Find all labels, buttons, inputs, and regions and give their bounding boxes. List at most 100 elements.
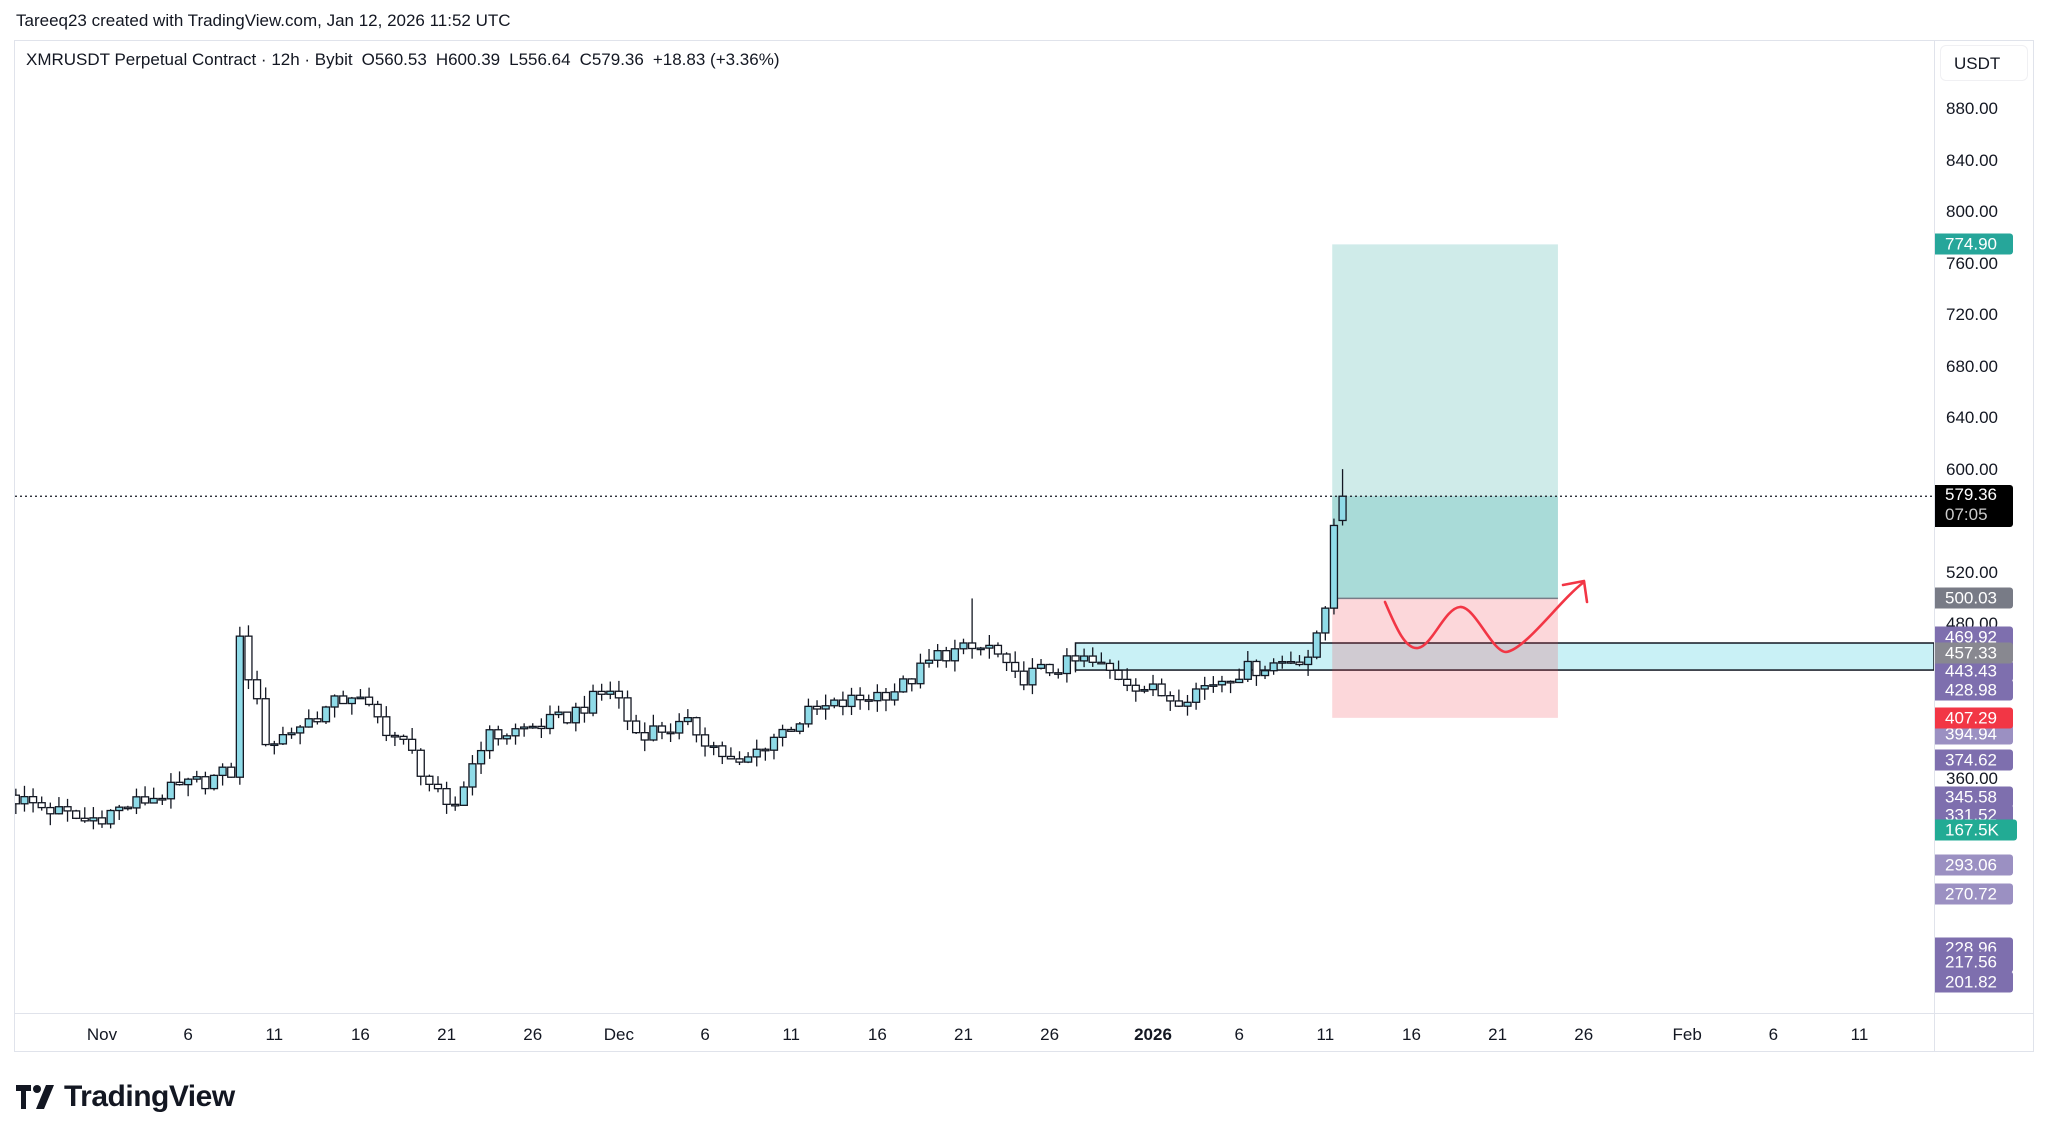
position-target-area	[1332, 244, 1558, 599]
candle-body	[821, 705, 830, 710]
price-tick: 800.00	[1946, 202, 1998, 222]
candle-body	[356, 696, 365, 700]
annotation-arrowhead-icon	[1561, 579, 1589, 604]
candle	[1071, 653, 1080, 673]
candle-body	[218, 766, 227, 777]
candle	[1209, 676, 1218, 693]
candle-body	[183, 778, 193, 786]
candle-body	[1097, 661, 1106, 665]
candle-body	[166, 781, 176, 800]
candle-body	[916, 662, 925, 685]
candle	[1312, 630, 1321, 660]
candle	[1140, 685, 1149, 694]
price-tick: 640.00	[1946, 408, 1998, 428]
candle-body	[201, 776, 210, 790]
candle	[123, 805, 132, 811]
candle-body	[313, 718, 322, 723]
candle-body	[899, 678, 908, 693]
candle	[54, 797, 64, 815]
candle	[459, 781, 468, 806]
brand-name: TradingView	[64, 1080, 235, 1113]
candle	[1183, 694, 1192, 716]
candle-body	[1260, 670, 1270, 677]
candle-body	[149, 797, 158, 804]
currency-button[interactable]: USDT	[1940, 45, 2028, 81]
candle	[1295, 655, 1304, 667]
candle	[666, 723, 675, 742]
candle	[735, 751, 744, 766]
candle	[959, 638, 968, 655]
candle	[726, 747, 736, 760]
candle	[106, 809, 115, 829]
candle-body	[485, 729, 494, 752]
candle	[890, 683, 899, 706]
candle	[1174, 689, 1184, 708]
candle-body	[1295, 661, 1304, 666]
candle-body	[1088, 655, 1097, 663]
ohlc-low: L556.64	[509, 50, 571, 69]
candle	[451, 796, 460, 811]
candle-body	[476, 749, 486, 765]
candle-body	[252, 679, 262, 700]
candle	[132, 788, 141, 815]
candle-body	[339, 695, 348, 705]
candle	[1243, 651, 1252, 683]
candle-body	[873, 691, 882, 702]
candle	[950, 639, 960, 672]
candle-body	[295, 726, 305, 734]
candle-body	[1252, 660, 1261, 677]
candle-body	[1269, 662, 1278, 672]
candle-body	[244, 635, 253, 681]
candle	[97, 810, 107, 828]
candle	[1235, 668, 1244, 684]
candle-body	[1045, 663, 1054, 674]
candle-body	[1148, 683, 1158, 691]
candle-body	[158, 797, 167, 801]
candle-body	[545, 713, 555, 730]
candle	[864, 694, 873, 711]
time-tick: 6	[1234, 1025, 1244, 1044]
candle	[976, 646, 985, 656]
candle	[433, 776, 443, 793]
candle	[907, 678, 916, 692]
candle	[743, 752, 753, 764]
candle	[545, 705, 555, 735]
candle	[528, 723, 537, 729]
candle-body	[459, 786, 468, 806]
symbol-name[interactable]: XMRUSDT Perpetual Contract · 12h · Bybit	[26, 50, 353, 69]
candle-body	[192, 776, 201, 780]
candle-body	[80, 817, 89, 822]
candle	[942, 646, 951, 668]
candle	[1191, 682, 1201, 710]
candle	[63, 798, 72, 822]
candle	[485, 725, 494, 759]
candle	[1166, 691, 1175, 711]
candle	[916, 653, 925, 689]
time-tick: 21	[954, 1025, 973, 1044]
candle-body	[675, 720, 684, 734]
candle-body	[1183, 701, 1192, 707]
price-tag: 201.82	[1935, 971, 2013, 993]
time-axis-divider	[14, 1013, 2034, 1014]
candle	[1123, 668, 1132, 692]
candle-body	[442, 788, 451, 805]
candle-body	[528, 725, 537, 729]
chart-credit: Tareeq23 created with TradingView.com, J…	[16, 11, 511, 30]
candle	[1148, 674, 1158, 697]
candle-body	[227, 766, 236, 778]
price-tick: 360.00	[1946, 768, 1998, 788]
candle	[218, 763, 227, 786]
time-tick: 16	[1402, 1025, 1421, 1044]
candle-body	[373, 703, 382, 718]
candle	[89, 807, 98, 830]
price-axis-divider	[1934, 40, 1935, 1052]
candle-body	[1200, 685, 1209, 690]
tradingview-logo[interactable]: TradingView	[16, 1080, 235, 1114]
candle	[304, 709, 313, 728]
candle-body	[270, 743, 279, 747]
candle-body	[175, 781, 184, 786]
candle	[752, 739, 761, 767]
candle-body	[1071, 655, 1080, 662]
price-tick: 760.00	[1946, 253, 1998, 273]
